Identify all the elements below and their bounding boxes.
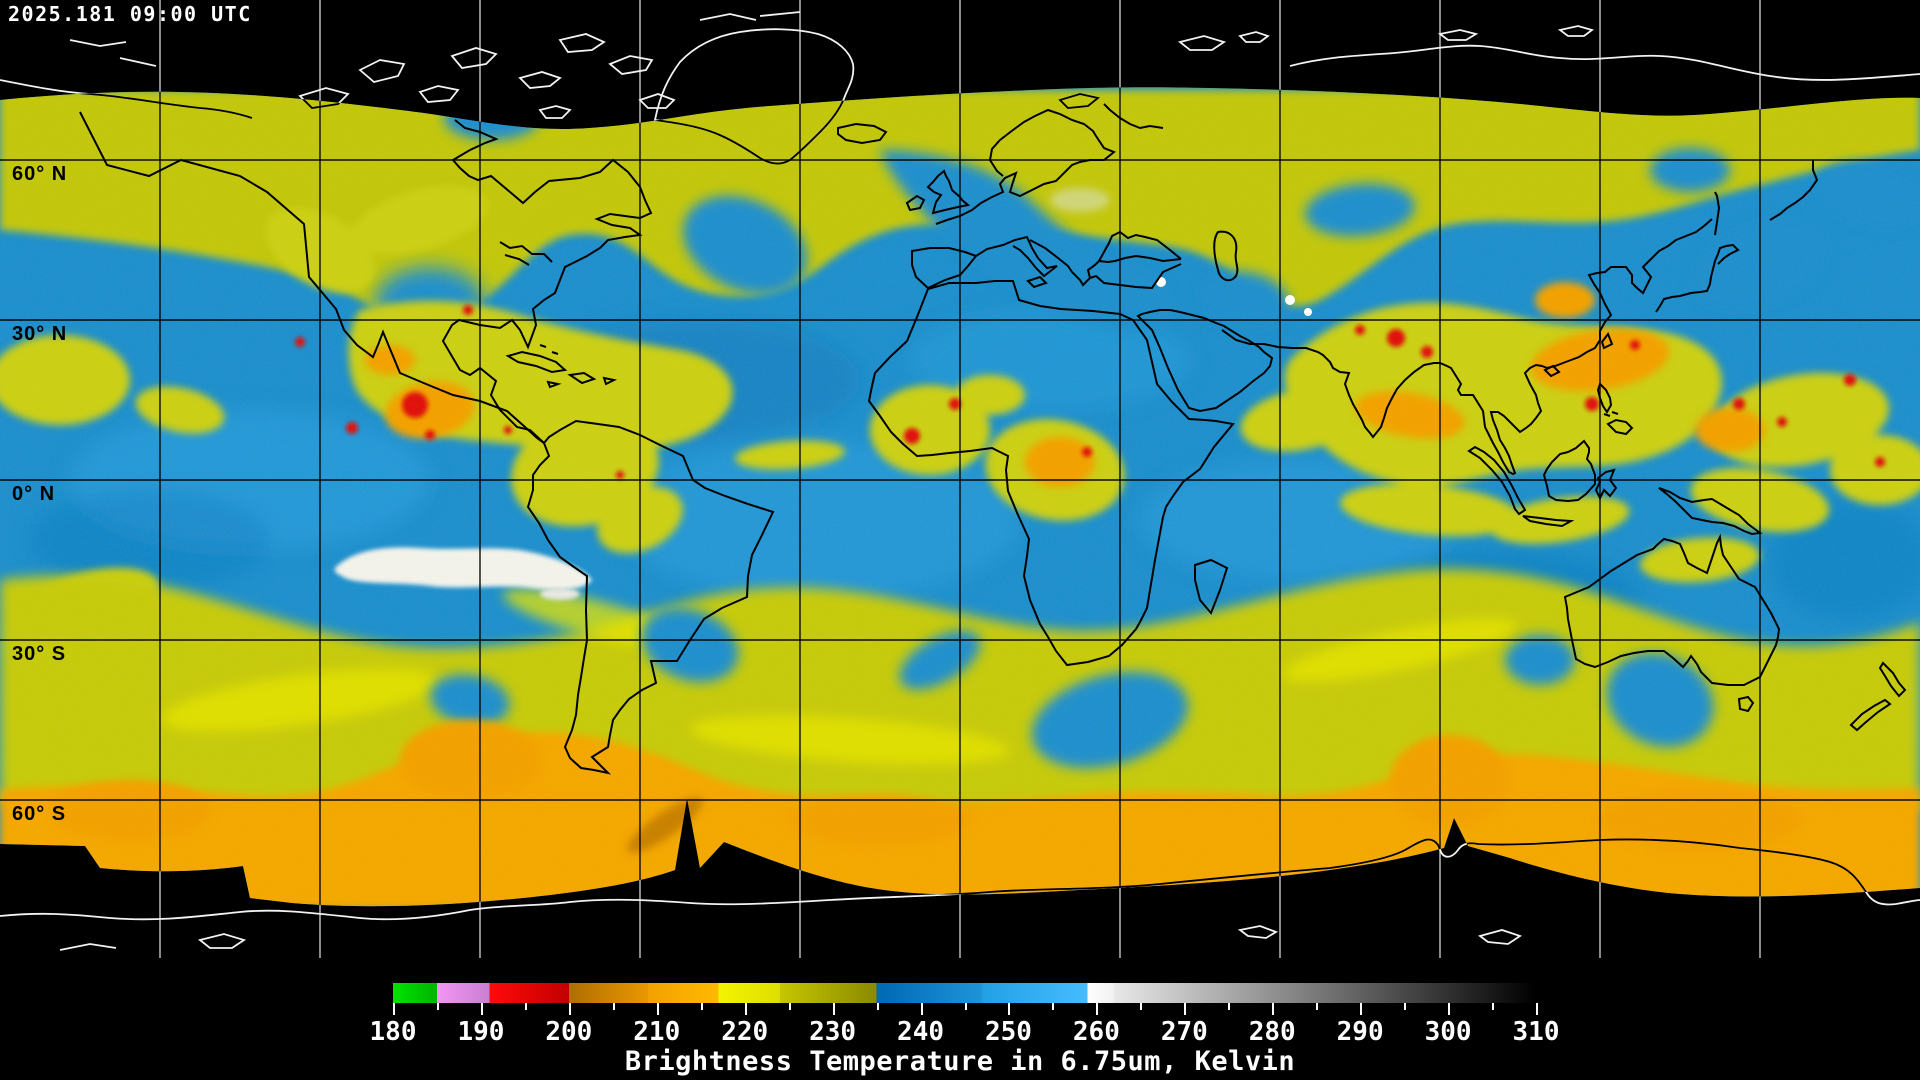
colorbar-tick xyxy=(1316,1003,1319,1010)
colorbar-tick-label: 220 xyxy=(721,1017,769,1047)
colorbar-ticks: 180 190 200 210 220 230 240 250 260 270 280 290 300 3… xyxy=(370,1003,1559,1047)
latitude-label-0n: 0° N xyxy=(12,483,56,505)
colorbar-tick-label: 250 xyxy=(984,1017,1032,1047)
colorbar-tick xyxy=(436,1003,439,1010)
data-swath xyxy=(0,87,1920,907)
colorbar-tick-label: 210 xyxy=(633,1017,681,1047)
colorbar-tick xyxy=(788,1003,791,1010)
colorbar-tick xyxy=(1228,1003,1231,1010)
colorbar-tick xyxy=(1184,1003,1187,1015)
latitude-label-60n: 60° N xyxy=(12,163,68,185)
latitude-label-60s: 60° S xyxy=(12,803,67,825)
colorbar-tick-label: 230 xyxy=(809,1017,857,1047)
timestamp: 2025.181 09:00 UTC xyxy=(8,2,252,26)
colorbar-tick-label: 180 xyxy=(369,1017,417,1047)
colorbar-tick-label: 240 xyxy=(897,1017,945,1047)
colorbar-tick-label: 260 xyxy=(1072,1017,1120,1047)
colorbar-tick-label: 280 xyxy=(1248,1017,1296,1047)
colorbar-tick xyxy=(744,1003,747,1015)
colorbar-tick xyxy=(1140,1003,1143,1010)
colorbar: 180 190 200 210 220 230 240 250 260 270 280 290 300 3… xyxy=(0,960,1920,1080)
colorbar-gradient xyxy=(393,983,1536,1003)
satellite-map xyxy=(0,0,1920,960)
colorbar-tick xyxy=(1404,1003,1407,1010)
colorbar-tick xyxy=(612,1003,615,1010)
latitude-label-30s: 30° S xyxy=(12,643,67,665)
colorbar-tick xyxy=(920,1003,923,1015)
colorbar-tick xyxy=(700,1003,703,1010)
colorbar-tick xyxy=(1096,1003,1099,1015)
colorbar-tick-label: 310 xyxy=(1512,1017,1560,1047)
colorbar-tick xyxy=(876,1003,879,1010)
colorbar-caption: Brightness Temperature in 6.75um, Kelvin xyxy=(624,1046,1296,1077)
colorbar-tick xyxy=(1360,1003,1363,1015)
colorbar-tick-label: 190 xyxy=(457,1017,505,1047)
colorbar-tick xyxy=(480,1003,483,1015)
colorbar-tick-label: 270 xyxy=(1160,1017,1208,1047)
graticule-black xyxy=(0,87,1920,907)
colorbar-tick xyxy=(1492,1003,1495,1010)
colorbar-tick xyxy=(1536,1003,1538,1015)
colorbar-tick xyxy=(964,1003,967,1010)
colorbar-tick xyxy=(1448,1003,1451,1015)
colorbar-tick xyxy=(1052,1003,1055,1010)
colorbar-tick xyxy=(393,1003,395,1015)
colorbar-tick-label: 200 xyxy=(545,1017,593,1047)
colorbar-tick xyxy=(1008,1003,1011,1015)
colorbar-tick xyxy=(568,1003,571,1015)
colorbar-tick-label: 300 xyxy=(1424,1017,1472,1047)
latitude-label-30n: 30° N xyxy=(12,323,68,345)
colorbar-tick xyxy=(1272,1003,1275,1015)
colorbar-tick xyxy=(832,1003,835,1015)
colorbar-tick-label: 290 xyxy=(1336,1017,1384,1047)
colorbar-tick xyxy=(524,1003,527,1010)
colorbar-tick xyxy=(656,1003,659,1015)
